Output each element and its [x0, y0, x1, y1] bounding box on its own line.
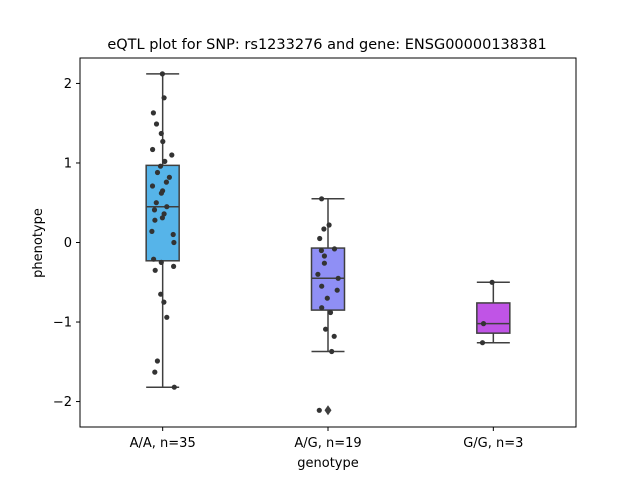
y-axis-title: phenotype [31, 208, 46, 278]
y-tick-label: −1 [53, 316, 72, 331]
data-point [161, 95, 167, 101]
data-point [158, 130, 164, 137]
data-point [158, 259, 164, 265]
data-point [318, 247, 324, 254]
x-tick-label: A/A, n=35 [130, 436, 196, 451]
data-point [154, 169, 161, 176]
data-point [169, 152, 175, 158]
data-point [163, 179, 169, 185]
data-point [315, 271, 321, 277]
data-point [319, 196, 325, 202]
data-point [321, 260, 327, 266]
y-tick-label: 1 [64, 156, 72, 171]
data-point [321, 253, 327, 259]
data-point [166, 174, 172, 180]
data-point [152, 267, 158, 273]
plot-area [145, 71, 511, 416]
box-group [145, 71, 180, 390]
data-point [319, 283, 325, 289]
data-point [323, 326, 329, 332]
data-point [160, 138, 166, 145]
data-point [161, 299, 167, 305]
data-point [334, 287, 340, 293]
data-point [171, 239, 177, 246]
data-point [326, 222, 332, 228]
data-point [162, 158, 168, 164]
data-point [171, 263, 177, 269]
data-point [152, 369, 158, 375]
data-point [157, 163, 164, 169]
box-group [476, 279, 511, 346]
data-point [164, 314, 170, 320]
x-axis: A/A, n=35 A/G, n=19 G/G, n=3 [130, 427, 523, 451]
y-axis: −2 −1 0 1 2 [53, 77, 80, 410]
data-point [151, 207, 158, 213]
data-point [152, 217, 158, 223]
data-point [154, 358, 160, 364]
box [476, 302, 511, 334]
data-point [480, 321, 487, 327]
data-point [161, 211, 167, 217]
data-point [335, 275, 341, 281]
box-group [310, 196, 346, 416]
x-axis-title: genotype [297, 456, 358, 471]
data-point [171, 384, 177, 390]
data-point [149, 228, 155, 234]
outlier-marker [324, 405, 332, 416]
data-point [149, 183, 156, 189]
x-tick-label: A/G, n=19 [294, 436, 361, 451]
y-tick-label: 0 [64, 236, 72, 251]
data-point [164, 204, 170, 210]
data-point [153, 200, 159, 206]
chart-title: eQTL plot for SNP: rs1233276 and gene: E… [107, 37, 546, 53]
data-point [150, 110, 156, 116]
data-point [158, 291, 164, 297]
data-point [489, 279, 495, 285]
data-point [153, 121, 160, 127]
data-point [159, 71, 165, 77]
y-tick-label: 2 [64, 77, 72, 92]
data-point [324, 295, 330, 301]
data-point [331, 246, 338, 252]
data-point [316, 407, 322, 413]
data-point [158, 190, 164, 196]
data-point [170, 231, 176, 238]
data-point [329, 348, 335, 355]
data-point [159, 215, 165, 221]
data-point [321, 226, 327, 232]
data-point [479, 340, 486, 346]
y-tick-label: −2 [53, 395, 72, 410]
data-point [319, 305, 325, 311]
data-point [151, 256, 157, 262]
x-tick-label: G/G, n=3 [463, 436, 523, 451]
data-point [150, 146, 156, 153]
data-point [317, 235, 323, 242]
data-point [331, 333, 337, 339]
data-point [327, 309, 334, 316]
